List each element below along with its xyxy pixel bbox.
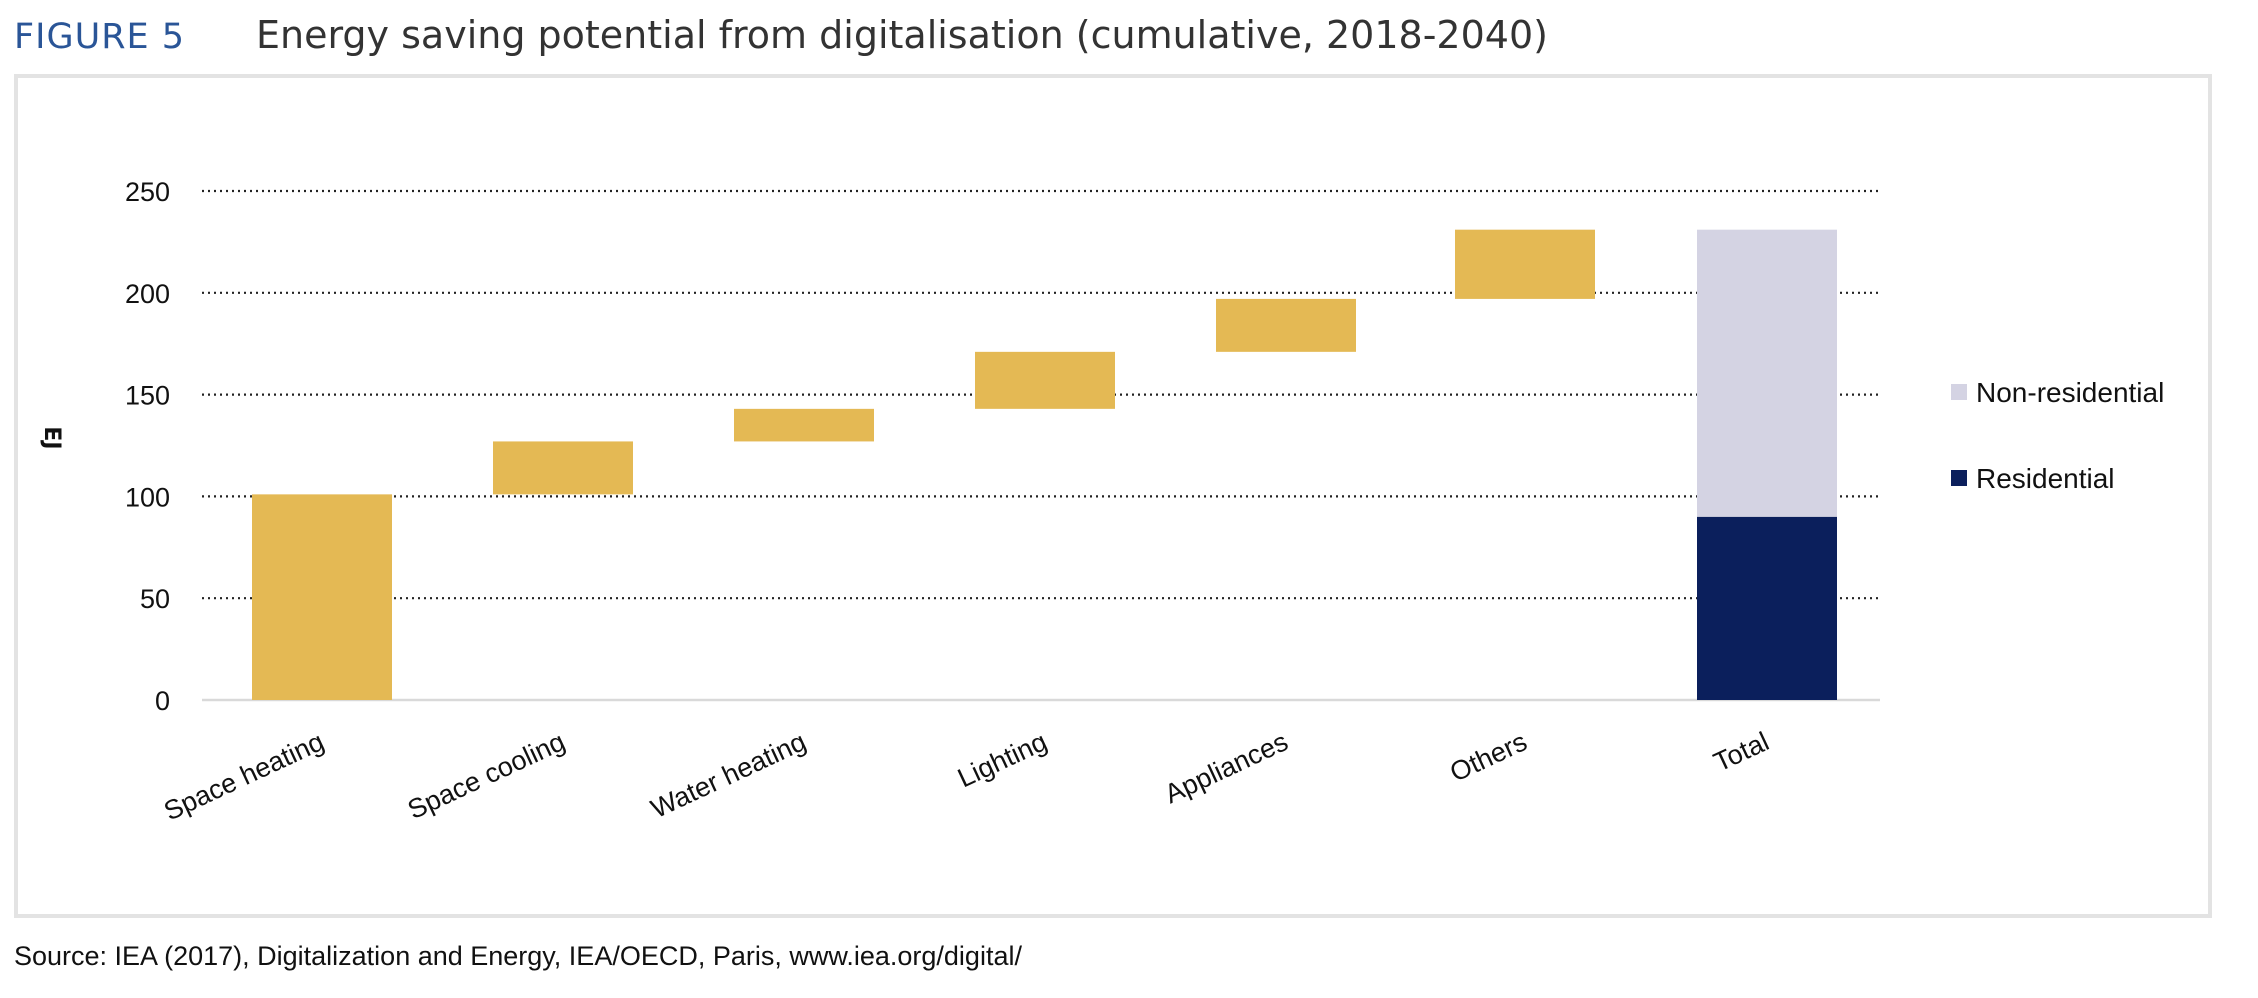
bar-increment (734, 408, 874, 442)
figure-title: Energy saving potential from digitalisat… (256, 13, 1548, 57)
y-tick-label: 200 (125, 279, 170, 309)
bar-total-non-residential (1697, 229, 1837, 517)
y-axis-ticks: 0 50 100 150 200 250 (125, 177, 170, 716)
gridlines (202, 189, 1880, 702)
y-tick-label: 100 (125, 482, 170, 512)
y-axis-label: EJ (39, 426, 64, 449)
source-note: Source: IEA (2017), Digitalization and E… (14, 941, 1022, 971)
legend-label-non-residential: Non-residential (1976, 377, 2164, 408)
y-tick-label: 150 (125, 381, 170, 411)
legend-swatch-residential (1951, 470, 1967, 486)
y-tick-label: 50 (140, 584, 170, 614)
legend-label-residential: Residential (1976, 463, 2115, 494)
y-tick-label: 0 (155, 686, 170, 716)
y-tick-label: 250 (125, 177, 170, 207)
bar-total-residential (1697, 516, 1837, 700)
bars (252, 229, 1837, 700)
bar-increment (493, 441, 633, 495)
legend-swatch-non-residential (1951, 384, 1967, 400)
bar-increment (1216, 298, 1356, 352)
legend: Non-residential Residential (1951, 377, 2164, 494)
bar-increment (975, 351, 1115, 409)
figure-label: FIGURE 5 (14, 17, 185, 57)
bar-increment (1455, 229, 1595, 299)
bar-increment (252, 494, 392, 700)
